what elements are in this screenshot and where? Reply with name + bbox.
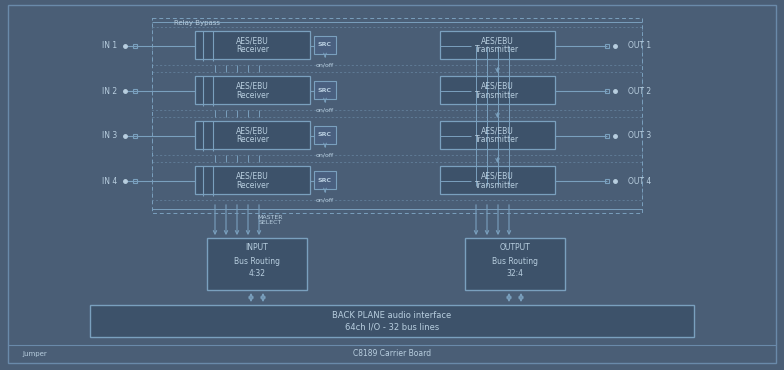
- Text: SRC: SRC: [318, 132, 332, 138]
- Bar: [195, 121, 310, 149]
- Text: 64ch I/O - 32 bus lines: 64ch I/O - 32 bus lines: [345, 323, 439, 332]
- Bar: [152, 18, 642, 213]
- Bar: [152, 72, 642, 110]
- Bar: [440, 76, 555, 104]
- Text: Transmitter: Transmitter: [475, 46, 520, 54]
- Bar: [195, 76, 310, 104]
- Text: OUT 1: OUT 1: [628, 41, 652, 50]
- Text: IN 4: IN 4: [102, 176, 117, 185]
- Bar: [440, 121, 555, 149]
- Text: Relay Bypass: Relay Bypass: [174, 20, 220, 26]
- Text: Transmitter: Transmitter: [475, 135, 520, 145]
- Text: AES/EBU: AES/EBU: [481, 172, 514, 181]
- Text: AES/EBU: AES/EBU: [481, 37, 514, 46]
- Text: AES/EBU: AES/EBU: [236, 172, 269, 181]
- Text: on/off: on/off: [316, 108, 334, 112]
- Text: AES/EBU: AES/EBU: [236, 127, 269, 135]
- Text: Jumper: Jumper: [22, 351, 47, 357]
- Text: SRC: SRC: [318, 178, 332, 182]
- Bar: [152, 117, 642, 155]
- Text: Receiver: Receiver: [236, 135, 269, 145]
- Text: BACK PLANE audio interface: BACK PLANE audio interface: [332, 310, 452, 320]
- Text: Transmitter: Transmitter: [475, 91, 520, 100]
- Text: IN 2: IN 2: [102, 87, 117, 95]
- Text: IN 3: IN 3: [102, 131, 117, 141]
- Bar: [90, 305, 694, 337]
- Text: on/off: on/off: [316, 152, 334, 158]
- Bar: [152, 162, 642, 200]
- Text: Receiver: Receiver: [236, 91, 269, 100]
- Text: 32:4: 32:4: [506, 269, 524, 279]
- Bar: [440, 166, 555, 194]
- Bar: [207, 238, 307, 290]
- Text: SRC: SRC: [318, 87, 332, 92]
- Text: INPUT: INPUT: [245, 243, 268, 252]
- Text: Receiver: Receiver: [236, 46, 269, 54]
- Bar: [440, 31, 555, 59]
- Text: Bus Routing: Bus Routing: [492, 256, 538, 266]
- Text: on/off: on/off: [316, 63, 334, 67]
- Text: Bus Routing: Bus Routing: [234, 256, 280, 266]
- Bar: [314, 171, 336, 189]
- Bar: [314, 126, 336, 144]
- Text: SRC: SRC: [318, 43, 332, 47]
- Text: MASTER
SELECT: MASTER SELECT: [257, 215, 283, 225]
- Text: Receiver: Receiver: [236, 181, 269, 189]
- Text: OUT 4: OUT 4: [628, 176, 652, 185]
- Text: IN 1: IN 1: [102, 41, 117, 50]
- Text: AES/EBU: AES/EBU: [236, 37, 269, 46]
- Text: OUTPUT: OUTPUT: [499, 243, 530, 252]
- Text: on/off: on/off: [316, 198, 334, 202]
- Bar: [314, 81, 336, 99]
- Bar: [195, 31, 310, 59]
- Text: AES/EBU: AES/EBU: [481, 81, 514, 91]
- Text: AES/EBU: AES/EBU: [481, 127, 514, 135]
- Bar: [152, 27, 642, 65]
- Text: OUT 2: OUT 2: [628, 87, 652, 95]
- Text: Transmitter: Transmitter: [475, 181, 520, 189]
- Bar: [314, 36, 336, 54]
- Text: AES/EBU: AES/EBU: [236, 81, 269, 91]
- Text: 4:32: 4:32: [249, 269, 266, 279]
- Bar: [465, 238, 565, 290]
- Bar: [195, 166, 310, 194]
- Text: OUT 3: OUT 3: [628, 131, 652, 141]
- Text: C8189 Carrier Board: C8189 Carrier Board: [353, 350, 431, 359]
